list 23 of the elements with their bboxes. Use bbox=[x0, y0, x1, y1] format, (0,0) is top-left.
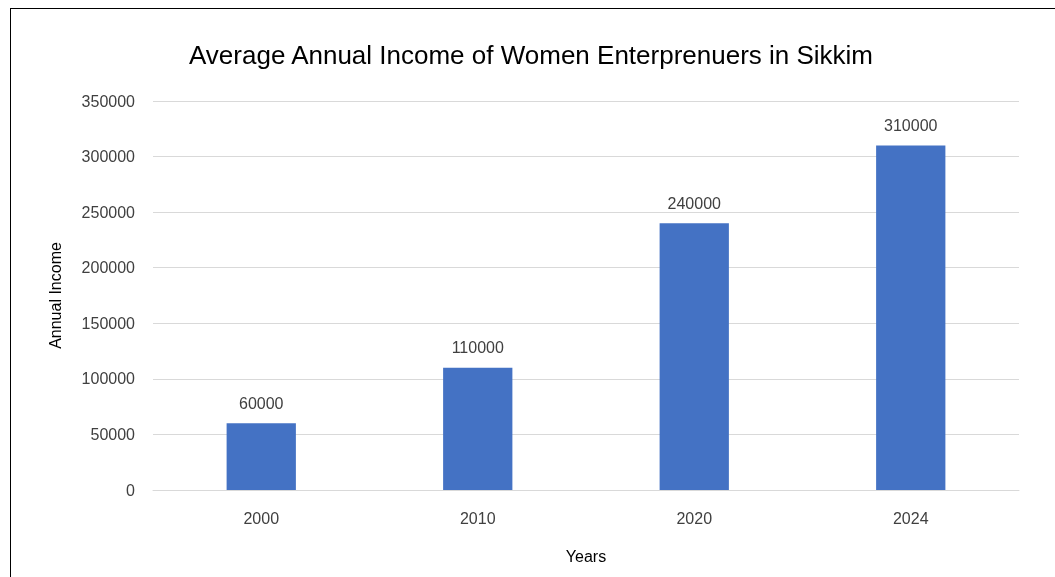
y-axis-title: Annual Income bbox=[46, 242, 64, 349]
data-label: 240000 bbox=[667, 194, 722, 212]
y-tick-label: 250000 bbox=[81, 203, 136, 221]
x-tick-label: 2010 bbox=[459, 509, 496, 527]
bar bbox=[659, 223, 729, 490]
data-label: 310000 bbox=[884, 116, 938, 134]
data-label: 110000 bbox=[451, 339, 504, 357]
x-tick-label: 2020 bbox=[676, 509, 713, 527]
bar bbox=[226, 423, 296, 490]
y-tick-label: 50000 bbox=[90, 425, 136, 443]
y-tick-label: 0 bbox=[126, 481, 136, 499]
bar bbox=[443, 367, 513, 490]
y-tick-label: 100000 bbox=[81, 370, 136, 388]
bar bbox=[876, 145, 946, 490]
y-tick-label: 150000 bbox=[81, 314, 136, 332]
y-tick-label: 350000 bbox=[81, 92, 136, 110]
x-tick-label: 2000 bbox=[243, 509, 280, 527]
x-axis-title: Years bbox=[565, 547, 607, 565]
data-label: 60000 bbox=[239, 394, 284, 412]
y-tick-label: 300000 bbox=[81, 148, 136, 166]
chart-title: Average Annual Income of Women Enterprenuers in Sikkim bbox=[188, 40, 874, 70]
y-tick-label: 200000 bbox=[81, 259, 136, 277]
x-tick-label: 2024 bbox=[892, 509, 929, 527]
